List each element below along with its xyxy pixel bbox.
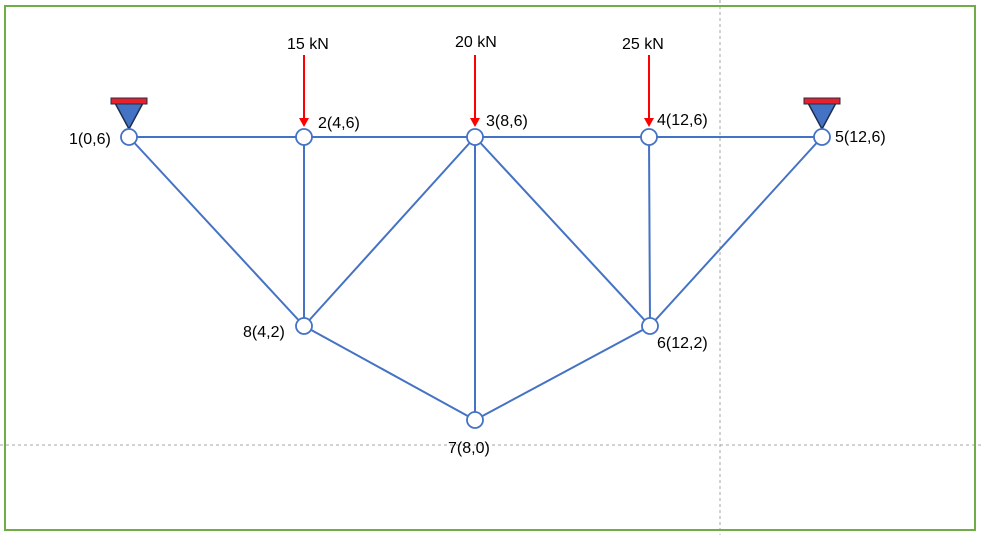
load-label-node-4: 25 kN: [622, 36, 664, 53]
load-arrow-node-3: [470, 55, 480, 127]
node-4: [640, 128, 658, 146]
pin-support-node-5: [803, 97, 841, 131]
member-6-7: [474, 325, 651, 421]
member-8-3: [303, 136, 476, 327]
loads-layer: [299, 55, 654, 127]
member-8-7: [303, 325, 476, 421]
member-4-6: [648, 136, 651, 327]
node-label-4: 4(12,6): [657, 112, 708, 129]
node-3: [466, 128, 484, 146]
arrow-head: [299, 118, 309, 127]
load-arrow-node-2: [299, 55, 309, 127]
load-arrow-node-4: [644, 55, 654, 127]
node-label-1: 1(0,6): [69, 131, 111, 148]
supports-layer: [110, 97, 841, 131]
pin-support-node-1: [110, 97, 148, 131]
node-label-5: 5(12,6): [835, 129, 886, 146]
support-base: [803, 97, 841, 105]
load-label-node-2: 15 kN: [287, 36, 329, 53]
support-triangle: [113, 102, 145, 131]
diagram-frame: [4, 5, 976, 531]
support-triangle: [806, 102, 838, 131]
arrow-head: [470, 118, 480, 127]
members-layer: [128, 136, 823, 421]
node-label-6: 6(12,2): [657, 335, 708, 352]
node-label-8: 8(4,2): [243, 324, 285, 341]
nodes-layer: [120, 128, 831, 429]
node-8: [295, 317, 313, 335]
load-label-node-3: 20 kN: [455, 34, 497, 51]
node-5: [813, 128, 831, 146]
node-label-3: 3(8,6): [486, 113, 528, 130]
arrow-head: [644, 118, 654, 127]
node-6: [641, 317, 659, 335]
member-6-5: [649, 136, 823, 327]
support-base: [110, 97, 148, 105]
node-label-2: 2(4,6): [318, 115, 360, 132]
node-label-7: 7(8,0): [448, 440, 490, 457]
member-1-8: [128, 136, 305, 327]
node-7: [466, 411, 484, 429]
node-2: [295, 128, 313, 146]
member-3-6: [474, 136, 651, 327]
node-1: [120, 128, 138, 146]
